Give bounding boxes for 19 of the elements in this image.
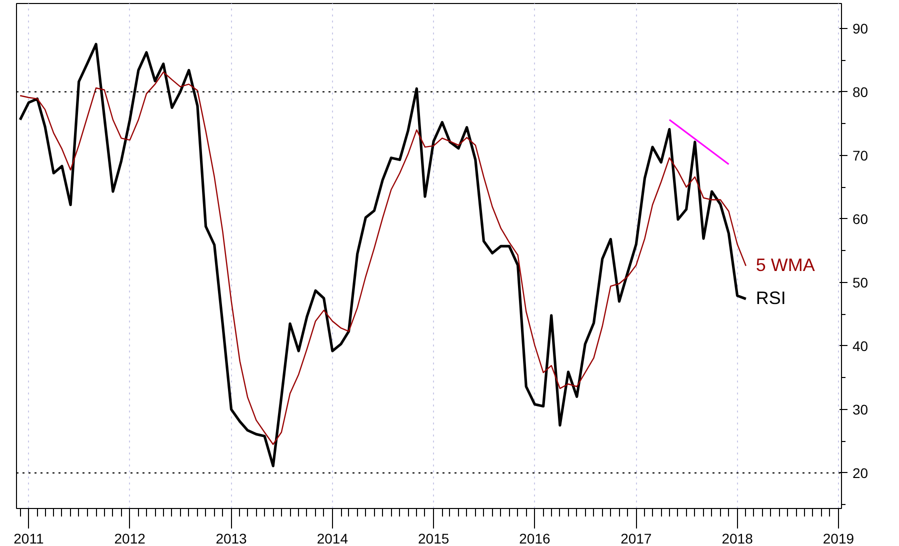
y-tick-label: 30 [852,401,868,418]
x-tick-label: 2017 [620,530,652,546]
y-tick-label: 50 [852,274,868,290]
y-tick-label: 60 [852,210,868,227]
x-tick-label: 2015 [418,530,450,546]
x-tick-label: 2012 [114,530,146,546]
series-label: 5 WMA [756,254,815,275]
x-tick-label: 2019 [822,530,854,546]
x-tick-label: 2014 [316,530,348,546]
y-tick-label: 40 [852,338,868,354]
y-tick-label: 80 [852,84,868,100]
series-label: RSI [756,288,786,308]
x-tick-label: 2018 [722,530,754,546]
x-tick-label: 2011 [14,530,44,546]
y-tick-label: 90 [852,20,868,36]
x-tick-label: 2016 [519,530,551,546]
y-tick-label: 20 [852,464,868,481]
y-tick-label: 70 [852,147,868,164]
x-tick-label: 2013 [216,530,248,546]
